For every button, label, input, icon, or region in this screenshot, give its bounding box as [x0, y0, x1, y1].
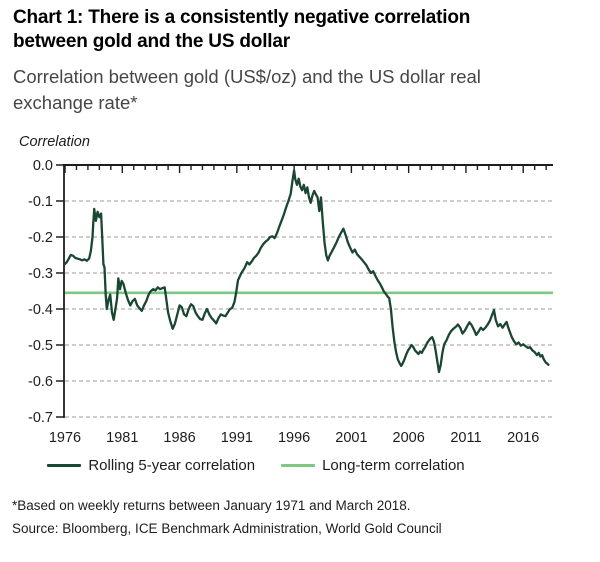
y-tick-label: -0.4	[28, 302, 53, 318]
x-tick-label: 2016	[507, 430, 539, 446]
x-tick-label: 1981	[106, 430, 138, 446]
rolling-correlation-line	[63, 169, 550, 374]
x-tick-label: 1976	[49, 430, 81, 446]
y-tick-label: 0.0	[33, 158, 53, 174]
rolling-correlation-line-swatch	[47, 464, 82, 467]
chart-subtitle-line2: exchange rate*	[13, 91, 138, 113]
x-tick-label: 2006	[393, 430, 425, 446]
y-tick-label: -0.7	[28, 410, 53, 426]
source-line: Source: Bloomberg, ICE Benchmark Adminis…	[12, 521, 442, 536]
y-tick-label: -0.6	[28, 374, 53, 390]
chart-title-line1: Chart 1: There is a consistently negativ…	[13, 7, 471, 28]
legend-label-rolling-correlation: Rolling 5-year correlation	[88, 457, 256, 474]
long-term-correlation-line-swatch	[281, 464, 316, 467]
x-tick-label: 1986	[163, 430, 195, 446]
chart-title-line2: between gold and the US dollar	[13, 31, 290, 53]
y-tick-label: -0.5	[28, 338, 53, 354]
y-tick-label: -0.1	[28, 194, 53, 210]
y-axis-title: Correlation	[19, 134, 90, 150]
footnote: *Based on weekly returns between January…	[12, 498, 411, 513]
chart-title: Chart 1: There is a consistently negativ…	[13, 6, 578, 54]
x-tick-label: 2001	[335, 430, 367, 446]
chart-canvas: 0.0 -0.1 -0.2 -0.3 -0.4 -0.5 -0.6 -0.7 1976 1981 1…	[28, 158, 553, 446]
x-tick-label: 2011	[450, 430, 481, 446]
y-tick-label: -0.3	[28, 266, 53, 282]
chart-subtitle-line1: Correlation between gold (US$/oz) and th…	[13, 66, 481, 87]
y-tick-label: -0.2	[28, 230, 53, 246]
x-tick-label: 1996	[278, 430, 310, 446]
legend-item-long-term-correlation: Long-term correlation	[281, 457, 465, 474]
x-tick-label: 1991	[221, 430, 253, 446]
chart-subtitle: Correlation between gold (US$/oz) and th…	[13, 64, 558, 116]
legend: Rolling 5-year correlation Long-term cor…	[0, 457, 600, 474]
legend-label-long-term-correlation: Long-term correlation	[322, 457, 465, 474]
legend-item-rolling-correlation: Rolling 5-year correlation	[47, 457, 255, 474]
